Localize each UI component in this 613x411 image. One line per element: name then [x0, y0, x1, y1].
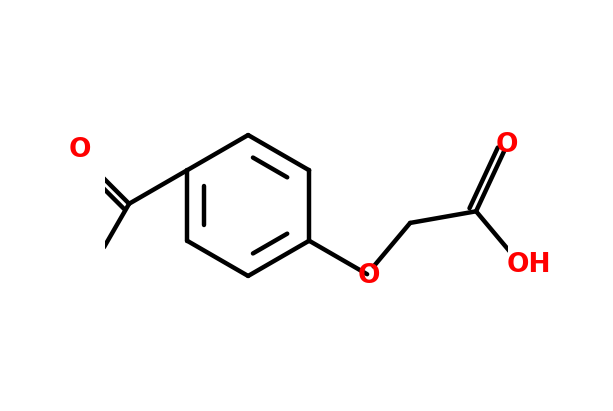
Text: O: O: [495, 132, 517, 157]
Text: OH: OH: [507, 252, 552, 277]
Text: O: O: [69, 137, 91, 163]
Text: O: O: [358, 263, 381, 289]
